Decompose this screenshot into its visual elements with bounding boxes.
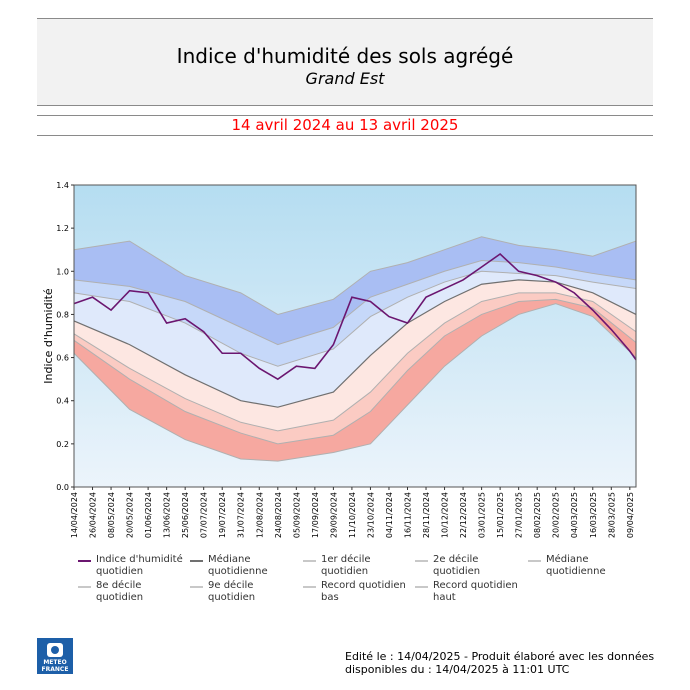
y-tick-label: 1.4 [56, 181, 69, 190]
band-d9-to-d8 [74, 260, 636, 367]
band-median-to-d2 [74, 279, 636, 431]
legend-item: 2e décile quotidien [415, 554, 527, 578]
x-tick-label: 17/09/2024 [311, 492, 320, 538]
x-tick-label: 12/08/2024 [255, 492, 264, 538]
footer-line1: Edité le : 14/04/2025 - Produit élaboré … [345, 650, 655, 663]
logo-icon [47, 643, 63, 657]
legend-label: 9e décile quotidien [208, 580, 256, 603]
legend-swatch-icon [303, 586, 316, 588]
x-tick-label: 04/03/2025 [570, 492, 579, 538]
band-record-high-to-d9 [74, 236, 636, 345]
edition-footer: Edité le : 14/04/2025 - Produit élaboré … [345, 650, 654, 676]
x-tick-label: 27/01/2025 [515, 492, 524, 538]
y-axis-label: Indice d'humidité [42, 288, 55, 384]
legend-swatch-icon [415, 560, 428, 562]
x-tick-label: 26/04/2024 [89, 492, 98, 538]
y-tick-label: 0.4 [56, 397, 69, 406]
legend-label: Médiane quotidienne [546, 554, 606, 577]
legend-swatch-icon [190, 586, 203, 588]
x-tick-label: 09/04/2025 [626, 492, 635, 538]
x-tick-label: 28/03/2025 [607, 492, 616, 538]
logo-text-line1: METEO [43, 659, 67, 666]
legend-item: Médiane quotidienne [190, 554, 302, 578]
x-tick-label: 01/06/2024 [144, 492, 153, 538]
y-tick-label: 0.6 [56, 354, 69, 363]
series-decile-8 [73, 270, 637, 367]
x-tick-label: 11/10/2024 [348, 492, 357, 538]
band-d1-to-record-low [74, 299, 636, 462]
legend-label: 2e décile quotidien [433, 554, 481, 577]
legend-swatch-icon [415, 586, 428, 588]
series-decile-2 [73, 292, 637, 432]
legend-label: 1er décile quotidien [321, 554, 371, 577]
x-tick-label: 24/08/2024 [274, 492, 283, 538]
legend-swatch-icon [78, 560, 91, 562]
series-record-high [73, 236, 637, 315]
legend-item: Record quotidien bas [303, 580, 415, 604]
x-tick-label: 31/07/2024 [237, 492, 246, 538]
x-tick-label: 20/05/2024 [126, 492, 135, 538]
x-tick-label: 14/04/2024 [70, 492, 79, 538]
x-tick-label: 07/07/2024 [200, 492, 209, 538]
plot-frame [73, 184, 637, 488]
x-tick-label: 04/11/2024 [385, 492, 394, 538]
y-tick-label: 1.2 [56, 224, 69, 233]
legend-item: Médiane quotidienne [528, 554, 640, 578]
period-panel: 14 avril 2024 au 13 avril 2025 [37, 115, 653, 136]
x-tick-label: 25/06/2024 [181, 492, 190, 538]
x-tick-label: 13/06/2024 [163, 492, 172, 538]
x-tick-label: 20/02/2025 [552, 492, 561, 538]
x-tick-label: 28/11/2024 [422, 492, 431, 538]
y-tick-label: 0.2 [56, 440, 69, 449]
series-record-low [73, 303, 637, 462]
series-index [73, 253, 637, 381]
x-tick-label: 16/11/2024 [403, 492, 412, 538]
x-tick-label: 03/01/2025 [478, 492, 487, 538]
x-tick-label: 10/12/2024 [441, 492, 450, 538]
legend-swatch-icon [528, 560, 541, 562]
x-tick-label: 05/09/2024 [292, 492, 301, 538]
meteo-france-logo: METEO FRANCE [37, 638, 73, 674]
x-tick-label: 19/07/2024 [218, 492, 227, 538]
x-tick-label: 23/10/2024 [366, 492, 375, 538]
x-tick-label: 08/02/2025 [533, 492, 542, 538]
legend-item: 1er décile quotidien [303, 554, 415, 578]
legend-label: Médiane quotidienne [208, 554, 268, 577]
series-decile-1 [73, 298, 637, 445]
period-label: 14 avril 2024 au 13 avril 2025 [231, 116, 459, 134]
legend-label: Indice d'humidité quotidien [96, 554, 183, 577]
y-tick-label: 0.8 [56, 310, 69, 319]
legend-item: 9e décile quotidien [190, 580, 302, 604]
x-tick-label: 29/09/2024 [329, 492, 338, 538]
x-tick-label: 15/01/2025 [496, 492, 505, 538]
series-decile-9 [73, 259, 637, 346]
legend-swatch-icon [190, 560, 203, 562]
chart-subtitle: Grand Est [305, 69, 385, 88]
legend-item: 8e décile quotidien [78, 580, 190, 604]
legend-swatch-icon [78, 586, 91, 588]
legend-label: 8e décile quotidien [96, 580, 144, 603]
y-tick-label: 1.0 [56, 267, 69, 276]
x-tick-label: 08/05/2024 [107, 492, 116, 538]
band-d8-to-median [74, 271, 636, 408]
logo-text-line2: FRANCE [41, 666, 69, 673]
x-tick-label: 22/12/2024 [459, 492, 468, 538]
footer-line2: disponibles du : 14/04/2025 à 11:01 UTC [345, 663, 570, 676]
title-panel: Indice d'humidité des sols agrégé Grand … [37, 18, 653, 106]
band-d2-to-d1 [74, 292, 636, 444]
y-tick-label: 0.0 [56, 483, 69, 492]
chart-title: Indice d'humidité des sols agrégé [176, 44, 514, 68]
legend-item: Record quotidien haut [415, 580, 527, 604]
x-tick-label: 16/03/2025 [589, 492, 598, 538]
legend-swatch-icon [303, 560, 316, 562]
series-median [73, 279, 637, 408]
legend-item: Indice d'humidité quotidien [78, 554, 190, 578]
legend-label: Record quotidien bas [321, 580, 406, 603]
legend-label: Record quotidien haut [433, 580, 518, 603]
